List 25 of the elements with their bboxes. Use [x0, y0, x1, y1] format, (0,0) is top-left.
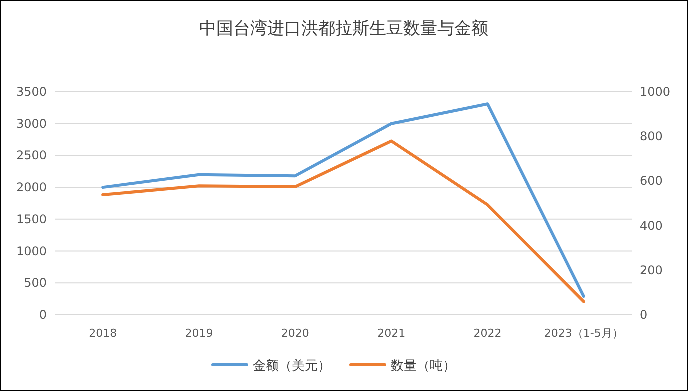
y-tick-label: 3500	[16, 85, 47, 99]
legend-label: 数量（吨）	[391, 359, 456, 374]
x-tick-label: 2021	[378, 327, 406, 340]
y2-tick-label: 200	[640, 263, 663, 278]
y-tick-label: 2500	[16, 148, 47, 163]
x-tick-label: 2018	[89, 327, 118, 340]
x-tick-label: 2019	[185, 327, 214, 340]
y-tick-label: 0	[39, 308, 47, 322]
y-tick-label: 3000	[16, 116, 47, 131]
x-tick-label: 2020	[281, 327, 310, 340]
y-tick-label: 1000	[16, 244, 47, 258]
chart-title: 中国台湾进口洪都拉斯生豆数量与金额	[200, 19, 488, 39]
y2-tick-label: 800	[640, 130, 663, 144]
y2-tick-label: 400	[640, 218, 663, 233]
legend-label: 金额（美元）	[253, 358, 331, 374]
y-tick-label: 2000	[16, 180, 47, 195]
x-tick-label: 2023（1-5月）	[544, 327, 624, 340]
y2-tick-label: 1000	[640, 85, 671, 99]
x-tick-label: 2022	[474, 327, 502, 340]
line-series	[102, 102, 586, 298]
y2-tick-label: 0	[640, 308, 648, 322]
y-tick-label: 1500	[16, 212, 47, 226]
line-series	[102, 140, 586, 304]
y-tick-label: 500	[24, 276, 47, 290]
y2-tick-label: 600	[640, 174, 663, 188]
